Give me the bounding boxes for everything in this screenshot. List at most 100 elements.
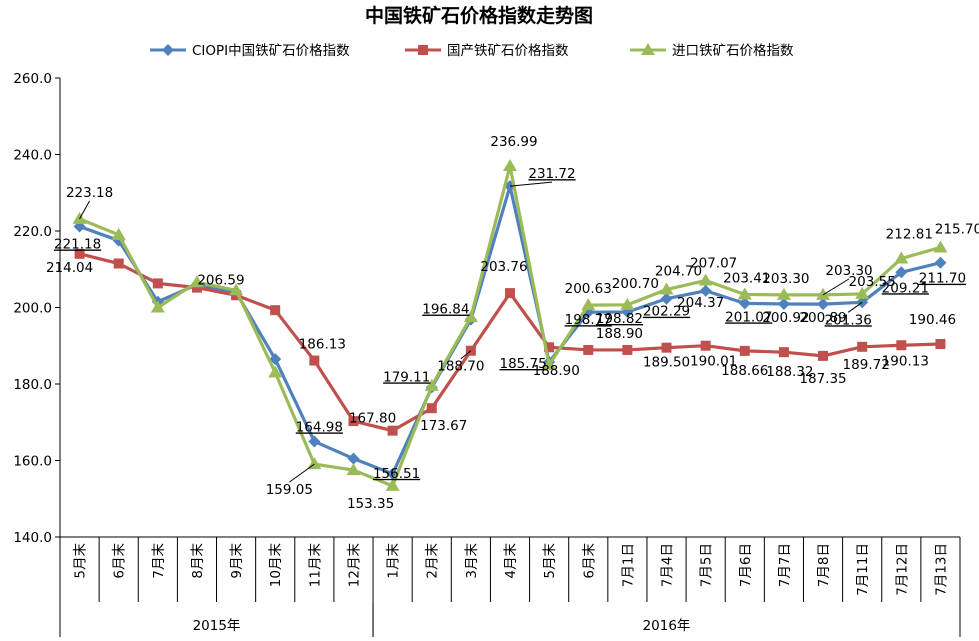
data-label: 200.92: [762, 310, 809, 326]
data-point: [387, 425, 398, 436]
data-point: [269, 353, 282, 366]
x-tick-label: 7月6日: [738, 543, 754, 587]
y-tick-label: 180.0: [13, 377, 52, 393]
data-label: 207.07: [690, 255, 737, 271]
data-point: [270, 305, 281, 316]
data-label: 211.70: [919, 271, 966, 287]
data-point: [778, 347, 789, 358]
data-label: 203.55: [849, 274, 896, 290]
data-point: [698, 273, 713, 286]
data-label: 203.30: [762, 271, 809, 287]
x-axis: 5月末 6月末 7月末 8月末 9月末 10月末 11月末 12月末 1月末 2月末 3月末 4月末 5…: [59, 536, 961, 637]
legend-marker: [418, 45, 428, 55]
legend-marker: [162, 44, 174, 56]
data-label: 164.98: [296, 419, 343, 435]
data-point: [150, 300, 165, 313]
x-tick-label: 7月7日: [777, 543, 793, 587]
data-point: [229, 283, 244, 296]
data-point: [348, 416, 359, 427]
plot-area: [72, 159, 948, 491]
data-label: 212.81: [886, 227, 933, 243]
data-label: 187.35: [799, 371, 846, 387]
data-label: 214.04: [46, 260, 93, 276]
data-label: 201.07: [725, 309, 772, 325]
data-label: 203.30: [825, 263, 872, 279]
data-label: 198.82: [596, 311, 643, 327]
x-tick-label: 3月末: [464, 543, 480, 579]
y-tick-label: 240.0: [13, 148, 52, 164]
data-point: [426, 403, 437, 414]
data-label: 188.66: [721, 363, 768, 379]
data-label: 200.63: [565, 281, 612, 297]
data-label: 173.67: [420, 418, 467, 434]
data-label: 188.32: [766, 364, 813, 380]
data-label: 201.36: [825, 312, 872, 328]
data-label-leader: [822, 278, 850, 296]
data-point: [503, 159, 517, 172]
data-point: [739, 345, 750, 356]
data-point: [776, 287, 791, 300]
data-point: [894, 251, 909, 264]
data-label: 190.01: [690, 354, 737, 370]
data-label: 189.72: [843, 357, 890, 373]
data-point: [463, 310, 478, 323]
x-tick-label: 8月末: [190, 543, 206, 579]
x-tick-label: 9月末: [229, 543, 245, 579]
data-point: [268, 365, 283, 378]
series-1: [74, 248, 946, 436]
data-point: [74, 248, 85, 259]
data-point: [191, 282, 202, 293]
data-point: [857, 341, 868, 352]
data-label: 167.80: [349, 411, 396, 427]
data-label: 206.59: [197, 272, 244, 288]
x-tick-label: 5月末: [73, 543, 89, 579]
x-tick-label: 7月1日: [620, 543, 636, 587]
data-label: 200.70: [612, 276, 659, 292]
series-2: [72, 159, 948, 491]
data-point: [661, 342, 672, 353]
year-group-label: 2016年: [643, 618, 691, 634]
y-axis: 140.0 160.0 180.0 200.0 220.0 240.0 260.0: [13, 71, 61, 637]
data-point: [542, 357, 557, 370]
data-label: 202.29: [643, 304, 690, 320]
series-line-0: [79, 184, 941, 476]
data-point: [660, 292, 673, 305]
data-label: 231.72: [528, 166, 575, 182]
x-tick-label: 7月4日: [660, 543, 676, 587]
data-label-leader: [79, 200, 91, 220]
data-point: [699, 284, 712, 297]
x-tick-label: 7月13日: [933, 543, 949, 596]
data-label: 188.70: [437, 359, 484, 375]
y-tick-label: 200.0: [13, 301, 52, 317]
x-tick-label: 6月末: [112, 543, 128, 579]
data-point: [896, 340, 907, 351]
x-tick-label: 10月末: [268, 543, 284, 588]
x-tick-label: 4月末: [503, 543, 519, 579]
data-label: 189.50: [643, 355, 690, 371]
y-tick-label: 260.0: [13, 71, 52, 87]
data-label: 186.13: [299, 337, 346, 353]
x-tick-label: 6月末: [581, 543, 597, 579]
x-tick-label: 7月8日: [816, 543, 832, 587]
x-tick-label: 7月11日: [855, 543, 871, 596]
data-label-leader: [460, 350, 472, 360]
data-label-leader: [289, 463, 315, 483]
data-point: [152, 278, 163, 289]
data-label: 188.90: [533, 363, 580, 379]
data-point: [935, 338, 946, 349]
data-label: 200.89: [799, 310, 846, 326]
data-label: 221.18: [54, 236, 101, 252]
data-label: 203.41: [723, 270, 770, 286]
x-tick-label: 12月末: [346, 543, 362, 588]
data-point: [424, 378, 439, 391]
legend-entry: CIOPI中国铁矿石价格指数: [192, 43, 350, 59]
x-tick-label: 11月末: [307, 543, 323, 588]
x-tick-label: 2月末: [425, 543, 441, 579]
data-label: 198.77: [565, 312, 612, 328]
data-point: [544, 342, 555, 353]
data-label: 188.90: [596, 326, 643, 342]
data-point: [113, 258, 124, 269]
data-point: [777, 297, 790, 310]
